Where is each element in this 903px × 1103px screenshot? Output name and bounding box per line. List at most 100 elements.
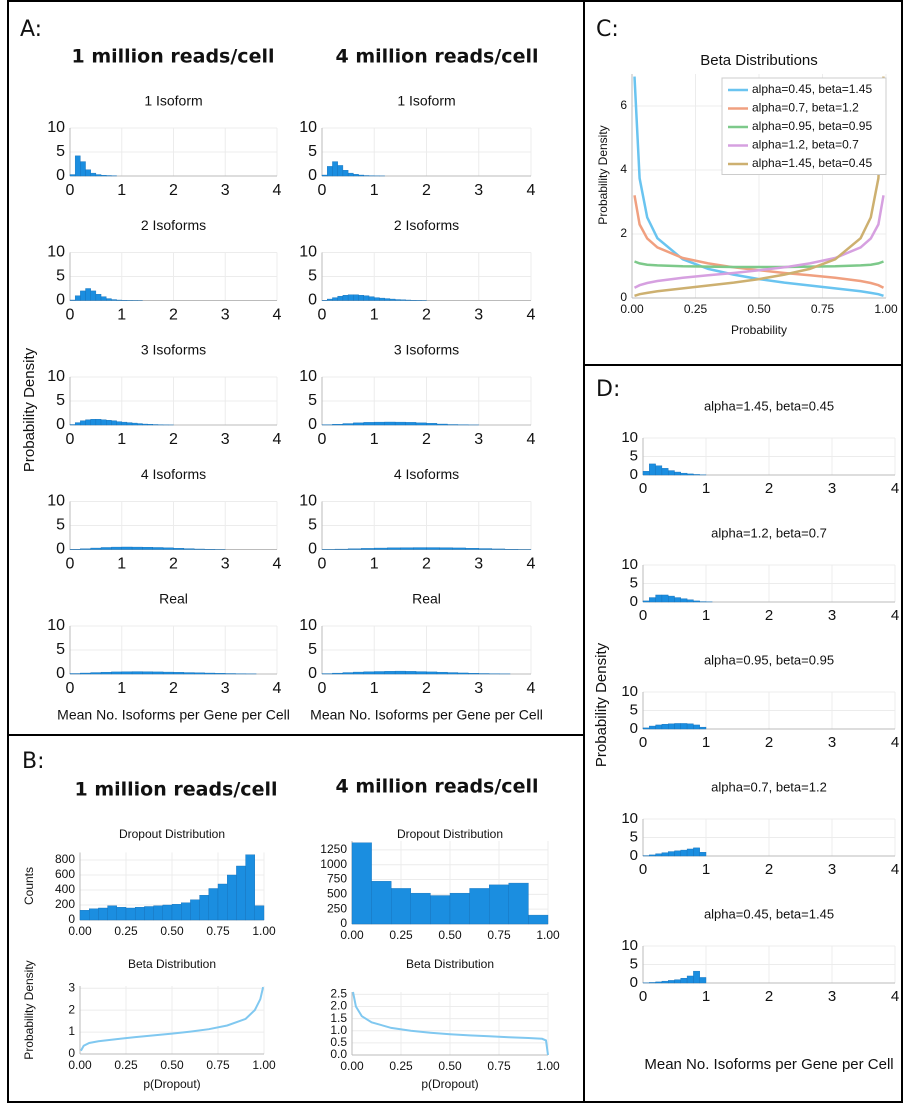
y-tick-label: 3 bbox=[68, 980, 75, 994]
histogram-bar bbox=[457, 672, 469, 675]
histogram-bar bbox=[661, 594, 669, 603]
x-tick-label: 1.00 bbox=[252, 1058, 276, 1072]
x-tick-label: 0.00 bbox=[68, 1058, 92, 1072]
x-tick-label: 1 bbox=[370, 680, 379, 697]
histogram-bar bbox=[100, 175, 107, 177]
x-tick-label: 2 bbox=[169, 680, 178, 697]
x-tick-label: 0 bbox=[639, 734, 647, 751]
histogram-bar bbox=[85, 419, 91, 426]
y-tick-label: 10 bbox=[47, 617, 65, 634]
histogram-bar bbox=[491, 548, 506, 550]
histogram-bar bbox=[95, 294, 102, 301]
histogram-bar bbox=[661, 723, 669, 730]
histogram-bar bbox=[121, 671, 133, 675]
x-tick-label: 3 bbox=[474, 556, 483, 573]
histogram-bar bbox=[171, 904, 182, 921]
histogram-bar bbox=[85, 169, 91, 177]
y-tick-label: 0 bbox=[56, 416, 65, 433]
histogram-bar bbox=[374, 547, 388, 550]
histogram-bar bbox=[426, 671, 438, 675]
histogram-bar bbox=[144, 906, 154, 921]
x-tick-label: 0.00 bbox=[340, 928, 364, 942]
histogram-bar bbox=[642, 727, 650, 730]
y-tick-label: 10 bbox=[47, 244, 65, 261]
x-tick-label: 0 bbox=[66, 556, 75, 573]
x-axis-label: Mean No. Isoforms per Gene per Cell bbox=[57, 707, 290, 723]
histogram-bar bbox=[183, 672, 195, 675]
x-tick-label: 3 bbox=[474, 182, 483, 199]
x-tick-label: 0.25 bbox=[389, 928, 413, 942]
histogram-bar bbox=[394, 421, 406, 426]
y-axis-label: Probability Density bbox=[593, 642, 610, 767]
y-tick-label: 1250 bbox=[320, 842, 347, 856]
histogram-bar bbox=[351, 842, 372, 925]
histogram-bar bbox=[642, 600, 650, 603]
x-tick-label: 1.00 bbox=[536, 1059, 560, 1073]
x-tick-label: 3 bbox=[221, 182, 230, 199]
x-tick-label: 0.50 bbox=[438, 1059, 462, 1073]
histogram-bar bbox=[80, 290, 86, 301]
x-tick-label: 1.00 bbox=[252, 924, 276, 938]
histogram-bar bbox=[321, 174, 328, 177]
histogram-bar bbox=[391, 888, 412, 925]
x-tick-label: 4 bbox=[527, 431, 536, 448]
histogram-bar bbox=[111, 671, 122, 675]
histogram-bar bbox=[142, 423, 148, 426]
histogram-bar bbox=[74, 295, 81, 301]
x-tick-label: 1 bbox=[117, 431, 126, 448]
x-tick-label: 4 bbox=[891, 861, 899, 878]
histogram-bar bbox=[107, 905, 117, 921]
histogram-bar bbox=[193, 672, 205, 675]
x-tick-label: 4 bbox=[273, 556, 282, 573]
histogram-bar bbox=[353, 174, 359, 177]
histogram-bar bbox=[649, 463, 656, 476]
x-tick-label: 0.75 bbox=[811, 302, 835, 316]
histogram-bar bbox=[693, 970, 700, 984]
histogram-bar bbox=[214, 673, 226, 675]
x-tick-label: 2 bbox=[169, 182, 178, 199]
histogram-bar bbox=[131, 546, 143, 550]
histogram-bar bbox=[439, 547, 453, 550]
y-tick-label: 0.0 bbox=[330, 1047, 347, 1061]
y-tick-label: 0 bbox=[630, 847, 638, 864]
histogram-bar bbox=[649, 597, 656, 603]
histogram-bar bbox=[245, 854, 256, 921]
histogram-bar bbox=[142, 671, 153, 675]
y-tick-label: 0 bbox=[68, 1046, 75, 1060]
histogram-bar bbox=[686, 473, 694, 476]
x-tick-label: 3 bbox=[828, 480, 836, 497]
histogram-bar bbox=[125, 907, 136, 921]
y-tick-label: 4 bbox=[620, 162, 627, 176]
x-tick-label: 0.50 bbox=[747, 302, 771, 316]
x-tick-label: 1.00 bbox=[536, 928, 560, 942]
y-tick-label: 1 bbox=[68, 1024, 75, 1038]
y-tick-label: 5 bbox=[308, 143, 317, 160]
histogram-bar bbox=[674, 471, 681, 476]
histogram-bar bbox=[465, 548, 479, 550]
histogram-bar bbox=[430, 895, 451, 925]
histogram-bar bbox=[111, 299, 117, 301]
histogram-bar bbox=[342, 170, 349, 177]
x-tick-label: 0 bbox=[639, 480, 647, 497]
x-tick-label: 1 bbox=[702, 861, 710, 878]
histogram-bar bbox=[162, 671, 174, 675]
chart-title: 4 Isoforms bbox=[141, 466, 206, 482]
y-tick-label: 6 bbox=[620, 98, 627, 112]
histogram-bar bbox=[332, 424, 344, 426]
y-tick-label: 5 bbox=[308, 641, 317, 658]
x-tick-label: 0.50 bbox=[438, 928, 462, 942]
histogram-bar bbox=[152, 671, 164, 675]
histogram-bar bbox=[405, 422, 417, 426]
histogram-bar bbox=[686, 599, 694, 603]
y-tick-label: 10 bbox=[299, 244, 317, 261]
histogram-bar bbox=[699, 852, 707, 857]
line bbox=[634, 76, 885, 297]
x-tick-label: 1 bbox=[117, 307, 126, 324]
x-tick-label: 0 bbox=[66, 182, 75, 199]
y-tick-label: 0 bbox=[630, 720, 638, 737]
histogram-bar bbox=[121, 546, 133, 550]
histogram-bar bbox=[353, 671, 365, 675]
y-tick-label: 10 bbox=[47, 493, 65, 510]
histogram-bar bbox=[137, 423, 143, 426]
histogram-bar bbox=[342, 295, 349, 301]
